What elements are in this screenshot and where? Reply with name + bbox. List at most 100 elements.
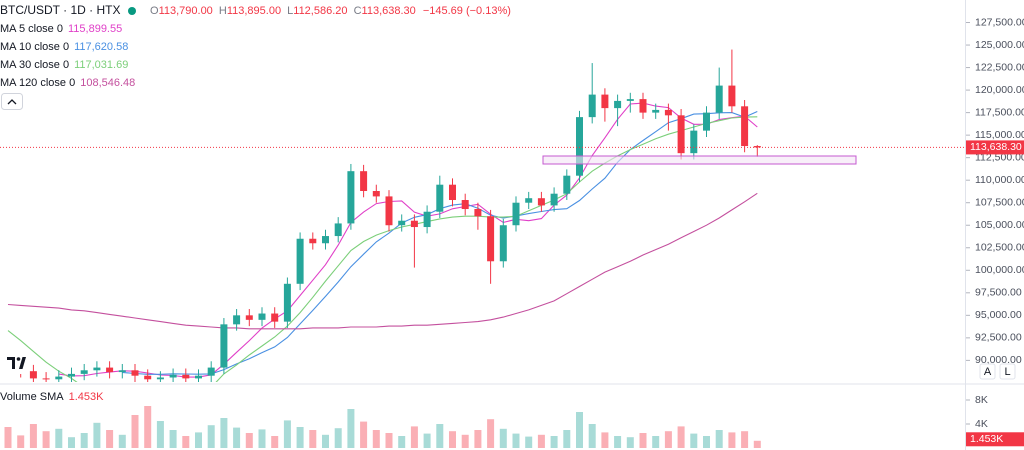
volume-bar <box>322 434 329 448</box>
status-dot <box>128 7 136 15</box>
volume-bar <box>601 432 609 448</box>
candle-body <box>182 374 190 379</box>
ma-legend: MA 10 close 0 117,620.58 <box>0 41 128 53</box>
candle-body <box>728 85 736 107</box>
ohlc-value: 113,790.00 <box>159 5 213 17</box>
volume-bar <box>245 433 253 448</box>
y-tick-label: 97,500.00 <box>975 287 1022 299</box>
button-frame[interactable] <box>1 93 23 110</box>
y-tick-label: 92,500.00 <box>975 332 1022 344</box>
volume-sma-label: 1.453K <box>970 433 1003 445</box>
candle-body <box>715 85 723 113</box>
ohlc-value: 113,895.00 <box>227 5 281 17</box>
volume-bar <box>512 433 520 448</box>
volume-bar <box>537 434 545 448</box>
collapse-button[interactable] <box>1 93 23 110</box>
candle-body <box>29 371 37 379</box>
ohlc: O113,790.00 H113,895.00 L112,586.20 C113… <box>150 5 511 17</box>
candle-body <box>296 238 304 284</box>
y-tick-label: 120,000.00 <box>975 84 1024 96</box>
ma-legend: MA 30 close 0 117,031.69 <box>0 59 128 71</box>
axis-button-label[interactable]: L <box>1004 366 1010 378</box>
candle-body <box>156 377 164 380</box>
ohlc-label: L <box>287 5 293 17</box>
volume-bar <box>449 431 456 448</box>
candle-body <box>512 202 520 226</box>
volume-bar <box>347 409 355 448</box>
candle-body <box>499 225 507 262</box>
y-tick-label: 102,500.00 <box>975 242 1024 254</box>
candle-body <box>423 211 431 228</box>
volume-bar <box>68 437 75 448</box>
candle-body <box>106 367 114 373</box>
candle-body <box>690 130 698 154</box>
volume-bar <box>182 436 190 448</box>
ma-legend: MA 5 close 0 115,899.55 <box>0 23 122 35</box>
candle-body <box>80 370 88 374</box>
candle-body <box>487 216 495 262</box>
volume-bar <box>80 433 88 448</box>
candle-body <box>588 94 596 118</box>
axis-button-label[interactable]: A <box>984 366 992 378</box>
candle-body <box>360 171 368 191</box>
candle-body <box>309 238 317 244</box>
ohlc-value: 113,638.30 <box>362 5 416 17</box>
ma-legend-value: 108,546.48 <box>80 77 135 89</box>
change: −145.69 (−0.13%) <box>423 5 511 17</box>
candle-body <box>334 223 342 237</box>
volume-bar <box>118 434 126 448</box>
axis-button[interactable] <box>999 363 1016 380</box>
ohlc-label: H <box>219 5 227 17</box>
candle-body <box>474 209 482 217</box>
candle-body <box>639 99 647 113</box>
ohlc-value: 112,586.20 <box>293 5 347 17</box>
volume-bar <box>499 428 507 448</box>
candle-body <box>436 184 444 212</box>
volume-bar <box>525 436 533 448</box>
y-tick-label: 107,500.00 <box>975 196 1024 208</box>
y-tick-label: 117,500.00 <box>975 106 1024 118</box>
candle-body <box>207 367 215 376</box>
symbol: BTC/USDT · 1D · HTX <box>0 3 120 17</box>
price-pane <box>0 49 965 382</box>
volume-bar <box>728 432 736 448</box>
volume-bar <box>715 430 723 448</box>
volume-bar <box>233 427 241 448</box>
volume-bar <box>436 424 444 448</box>
volume-bar <box>576 412 583 448</box>
candle-body <box>398 220 406 226</box>
candle-body <box>68 373 75 377</box>
volume-bar <box>474 430 482 448</box>
volume-bar <box>334 428 342 448</box>
volume-bar <box>753 440 761 448</box>
volume-bar <box>271 436 279 448</box>
candle-body <box>169 374 177 378</box>
candle-body <box>283 283 291 322</box>
candle-body <box>410 220 418 228</box>
ma-legend-value: 117,620.58 <box>74 41 128 53</box>
y-tick-label: 112,500.00 <box>975 151 1024 163</box>
candle-body <box>664 109 672 116</box>
candle-body <box>131 370 139 376</box>
ma-legend-name: MA 120 close 0 <box>0 77 75 89</box>
volume-bar <box>639 433 647 448</box>
volume-bar <box>4 427 12 448</box>
candle-body <box>42 378 50 380</box>
volume-sma-box <box>966 432 1024 447</box>
candle-body <box>233 315 241 325</box>
logo <box>3 352 29 374</box>
candle-body <box>563 175 571 194</box>
axis-button[interactable] <box>979 363 996 380</box>
header: BTC/USDT · 1D · HTX <box>0 3 120 17</box>
ma-legend-name: MA 30 close 0 <box>0 59 69 71</box>
volume-bar <box>258 429 266 448</box>
candle-body <box>537 198 545 206</box>
price-axis: 90,000.00 92,500.00 95,000.00 97,500.00 100,… <box>966 16 1024 447</box>
volume-bar <box>398 436 406 448</box>
last-price-label: 113,638.30 <box>970 141 1022 153</box>
volume-legend-name: Volume SMA <box>0 391 64 403</box>
logo-mark <box>19 357 26 369</box>
ma-legend-name: MA 10 close 0 <box>0 41 69 53</box>
